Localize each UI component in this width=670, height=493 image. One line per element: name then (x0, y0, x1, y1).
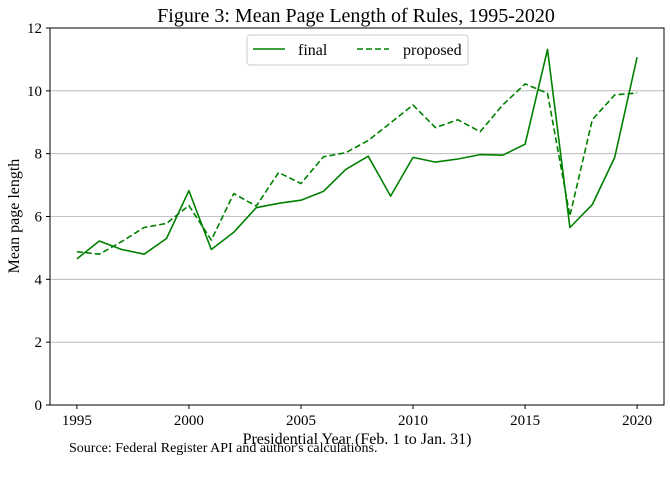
chart-title: Figure 3: Mean Page Length of Rules, 199… (157, 5, 555, 27)
series-lines (76, 48, 638, 260)
y-tick-label: 6 (35, 210, 43, 226)
y-tick-label: 12 (27, 21, 42, 37)
x-tick-label: 2015 (510, 413, 540, 429)
legend-box (246, 34, 469, 66)
x-tick-label: 2020 (622, 413, 652, 429)
series-line-proposed (76, 83, 638, 255)
y-tick-label: 4 (35, 272, 43, 288)
source-note: Source: Federal Register API and author'… (69, 441, 378, 456)
gridlines (50, 27, 664, 406)
x-axis: 1995 2000 2005 2010 2015 2020 (62, 405, 652, 429)
legend: final proposed (246, 34, 469, 66)
x-tick-label: 2000 (174, 413, 204, 429)
legend-label-proposed: proposed (403, 42, 462, 59)
y-tick-label: 10 (27, 84, 42, 100)
y-tick-label: 0 (35, 398, 43, 414)
y-axis: 0 2 4 6 8 10 12 (27, 21, 50, 414)
series-line-final (76, 48, 638, 260)
x-tick-label: 2005 (286, 413, 316, 429)
y-tick-label: 8 (35, 147, 43, 163)
legend-label-final: final (298, 42, 328, 59)
y-axis-label: Mean page length (6, 159, 23, 274)
x-tick-label: 1995 (62, 413, 92, 429)
y-tick-label: 2 (35, 335, 43, 351)
x-axis-label: Presidential Year (Feb. 1 to Jan. 31) (243, 431, 472, 448)
x-tick-label: 2010 (398, 413, 428, 429)
